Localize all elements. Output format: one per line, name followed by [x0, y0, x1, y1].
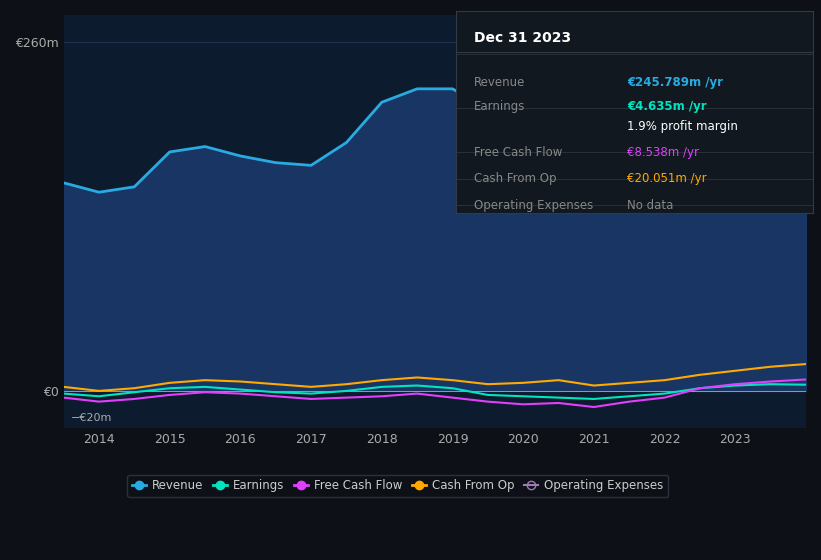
Text: Free Cash Flow: Free Cash Flow: [474, 146, 562, 159]
Text: 1.9% profit margin: 1.9% profit margin: [627, 120, 738, 133]
Text: €245.789m /yr: €245.789m /yr: [627, 76, 723, 88]
Text: Revenue: Revenue: [474, 76, 525, 88]
Text: Earnings: Earnings: [474, 100, 525, 113]
Text: −€20m: −€20m: [71, 413, 112, 423]
Text: €4.635m /yr: €4.635m /yr: [627, 100, 707, 113]
Text: Cash From Op: Cash From Op: [474, 172, 556, 185]
Text: No data: No data: [627, 199, 673, 212]
Text: €8.538m /yr: €8.538m /yr: [627, 146, 699, 159]
Legend: Revenue, Earnings, Free Cash Flow, Cash From Op, Operating Expenses: Revenue, Earnings, Free Cash Flow, Cash …: [127, 474, 668, 497]
Text: Dec 31 2023: Dec 31 2023: [474, 31, 571, 45]
Text: €20.051m /yr: €20.051m /yr: [627, 172, 707, 185]
Text: Operating Expenses: Operating Expenses: [474, 199, 593, 212]
